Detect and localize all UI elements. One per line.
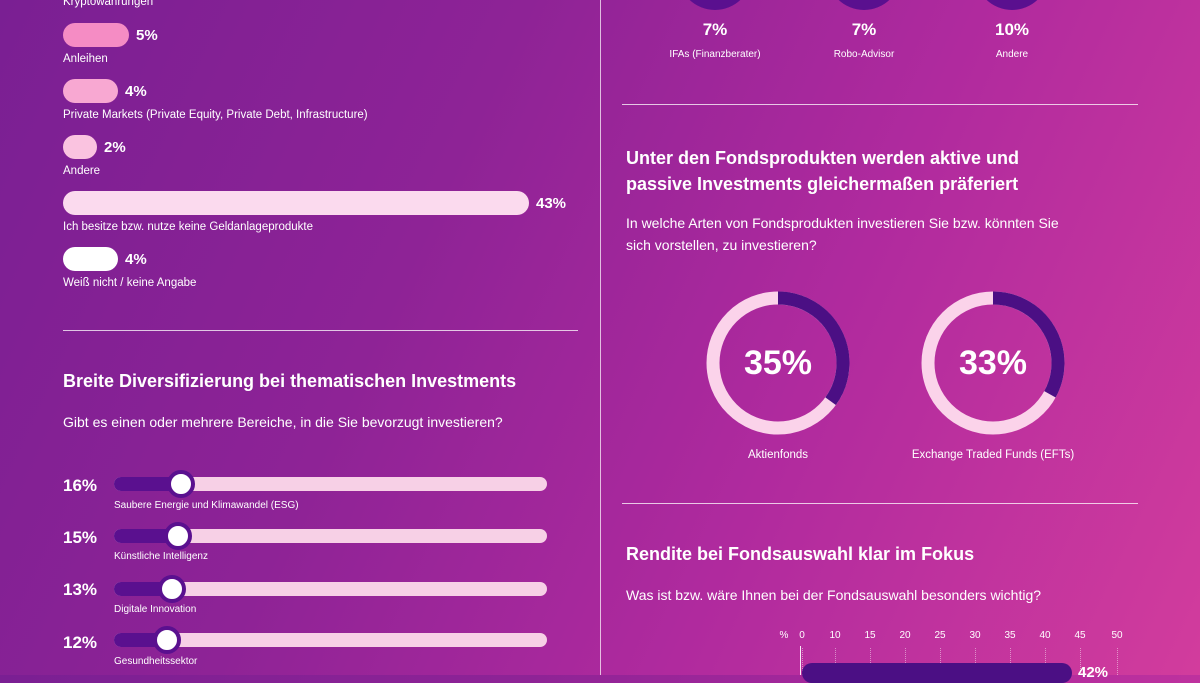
rendite-axis-unit: % bbox=[779, 630, 789, 641]
advisor-circle-robo bbox=[827, 0, 901, 10]
product-label-keine-produkte: Ich besitze bzw. nutze keine Geldanlagep… bbox=[63, 221, 313, 233]
rendite-gridline-40 bbox=[1045, 648, 1047, 675]
rendite-tick-15: 15 bbox=[864, 630, 876, 641]
funds-title-line1: Unter den Fondsprodukten werden aktive u… bbox=[626, 148, 1020, 168]
rendite-tick-40: 40 bbox=[1039, 630, 1051, 641]
product-label-andere: Andere bbox=[63, 165, 101, 177]
advisor-label-andere: Andere bbox=[995, 49, 1029, 60]
thematic-track-ki bbox=[114, 529, 547, 543]
thematic-title: Breite Diversifizierung bei thematischen… bbox=[63, 371, 517, 391]
rendite-gridline-50 bbox=[1117, 648, 1119, 675]
advisor-pct-robo: 7% bbox=[851, 20, 877, 39]
rendite-gridline-25 bbox=[940, 648, 942, 675]
thematic-track-digital bbox=[114, 582, 547, 596]
thematic-knob-gesundheit bbox=[153, 626, 181, 654]
rendite-tick-30: 30 bbox=[969, 630, 981, 641]
bar-anleihen bbox=[63, 23, 129, 47]
rendite-bar-1 bbox=[802, 663, 1072, 683]
pct-keine-produkte: 43% bbox=[536, 195, 567, 212]
advisor-circle-andere bbox=[975, 0, 1049, 10]
rendite-gridline-20 bbox=[905, 648, 907, 675]
rendite-title: Rendite bei Fondsauswahl klar im Fokus bbox=[626, 544, 975, 564]
funds-question-line1: In welche Arten von Fondsprodukten inves… bbox=[626, 215, 1059, 231]
advisor-label-ifa: IFAs (Finanzberater) bbox=[669, 49, 761, 60]
thematic-label-gesundheit: Gesundheitssektor bbox=[114, 656, 198, 667]
donut-arc-aktienfonds bbox=[777, 291, 850, 406]
rendite-gridline-0 bbox=[802, 648, 804, 675]
rendite-bar-1-label: 42% bbox=[1078, 664, 1109, 681]
rendite-tick-20: 20 bbox=[899, 630, 911, 641]
donut-label-aktienfonds: Aktienfonds bbox=[747, 449, 809, 461]
rendite-gridline-30 bbox=[975, 648, 977, 675]
rendite-tick-50: 50 bbox=[1111, 630, 1123, 641]
funds-title-line2: passive Investments gleichermaßen präfer… bbox=[626, 174, 1019, 194]
bar-private-markets bbox=[63, 79, 118, 103]
rendite-tick-10: 10 bbox=[829, 630, 841, 641]
product-label-private-markets: Private Markets (Private Equity, Private… bbox=[63, 109, 368, 121]
bar-keine-produkte bbox=[63, 191, 529, 215]
rendite-gridline-10 bbox=[835, 648, 837, 675]
thematic-label-esg: Saubere Energie und Klimawandel (ESG) bbox=[114, 500, 299, 511]
thematic-pct-esg: 16% bbox=[63, 476, 98, 495]
donut-arc-etf bbox=[992, 291, 1065, 398]
thematic-label-digital: Digitale Innovation bbox=[114, 604, 197, 615]
rendite-tick-45: 45 bbox=[1074, 630, 1086, 641]
donut-aktienfonds bbox=[706, 291, 850, 435]
thematic-label-ki: Künstliche Intelligenz bbox=[114, 551, 208, 562]
product-label-crypto: Kryptowährungen bbox=[63, 0, 154, 8]
column-divider bbox=[600, 0, 601, 675]
advisor-circle-ifa bbox=[678, 0, 752, 10]
rendite-gridline-15 bbox=[870, 648, 872, 675]
divider-right-2 bbox=[622, 503, 1138, 504]
thematic-fill-ki bbox=[114, 529, 180, 543]
donut-label-etf: Exchange Traded Funds (EFTs) bbox=[911, 449, 1075, 461]
pct-weiss-nicht: 4% bbox=[125, 251, 147, 268]
donut-pct-aktienfonds: 35% bbox=[743, 344, 813, 382]
product-label-weiss-nicht: Weiß nicht / keine Angabe bbox=[63, 277, 197, 289]
rendite-gridline-35 bbox=[1010, 648, 1012, 675]
thematic-knob-esg bbox=[167, 470, 195, 498]
thematic-question: Gibt es einen oder mehrere Bereiche, in … bbox=[63, 414, 503, 430]
thematic-fill-esg bbox=[114, 477, 184, 491]
advisor-label-robo: Robo-Advisor bbox=[833, 49, 895, 60]
pct-private-markets: 4% bbox=[125, 83, 147, 100]
donut-etf bbox=[921, 291, 1065, 435]
bar-weiss-nicht bbox=[63, 247, 118, 271]
divider-right-1 bbox=[622, 104, 1138, 105]
thematic-knob-ki bbox=[164, 522, 192, 550]
divider-left bbox=[63, 330, 578, 331]
donut-pct-etf: 33% bbox=[958, 344, 1028, 382]
thematic-pct-ki: 15% bbox=[63, 528, 98, 547]
thematic-knob-digital bbox=[158, 575, 186, 603]
rendite-question: Was ist bzw. wäre Ihnen bei der Fondsaus… bbox=[626, 587, 1042, 603]
thematic-fill-digital bbox=[114, 582, 172, 596]
rendite-tick-25: 25 bbox=[934, 630, 946, 641]
thematic-track-esg bbox=[114, 477, 547, 491]
pct-anleihen: 5% bbox=[136, 27, 158, 44]
rendite-tick-0: 0 bbox=[799, 630, 805, 641]
bar-andere bbox=[63, 135, 97, 159]
thematic-track-gesundheit bbox=[114, 633, 547, 647]
thematic-pct-gesundheit: 12% bbox=[63, 633, 98, 652]
advisor-pct-ifa: 7% bbox=[702, 20, 728, 39]
pct-andere: 2% bbox=[104, 139, 126, 156]
rendite-axis-line bbox=[800, 646, 801, 675]
rendite-gridline-45 bbox=[1080, 648, 1082, 675]
thematic-pct-digital: 13% bbox=[63, 580, 98, 599]
rendite-tick-35: 35 bbox=[1004, 630, 1016, 641]
advisor-pct-andere: 10% bbox=[994, 20, 1030, 39]
funds-question-line2: sich vorstellen, zu investieren? bbox=[626, 237, 817, 253]
product-label-anleihen: Anleihen bbox=[63, 53, 108, 65]
